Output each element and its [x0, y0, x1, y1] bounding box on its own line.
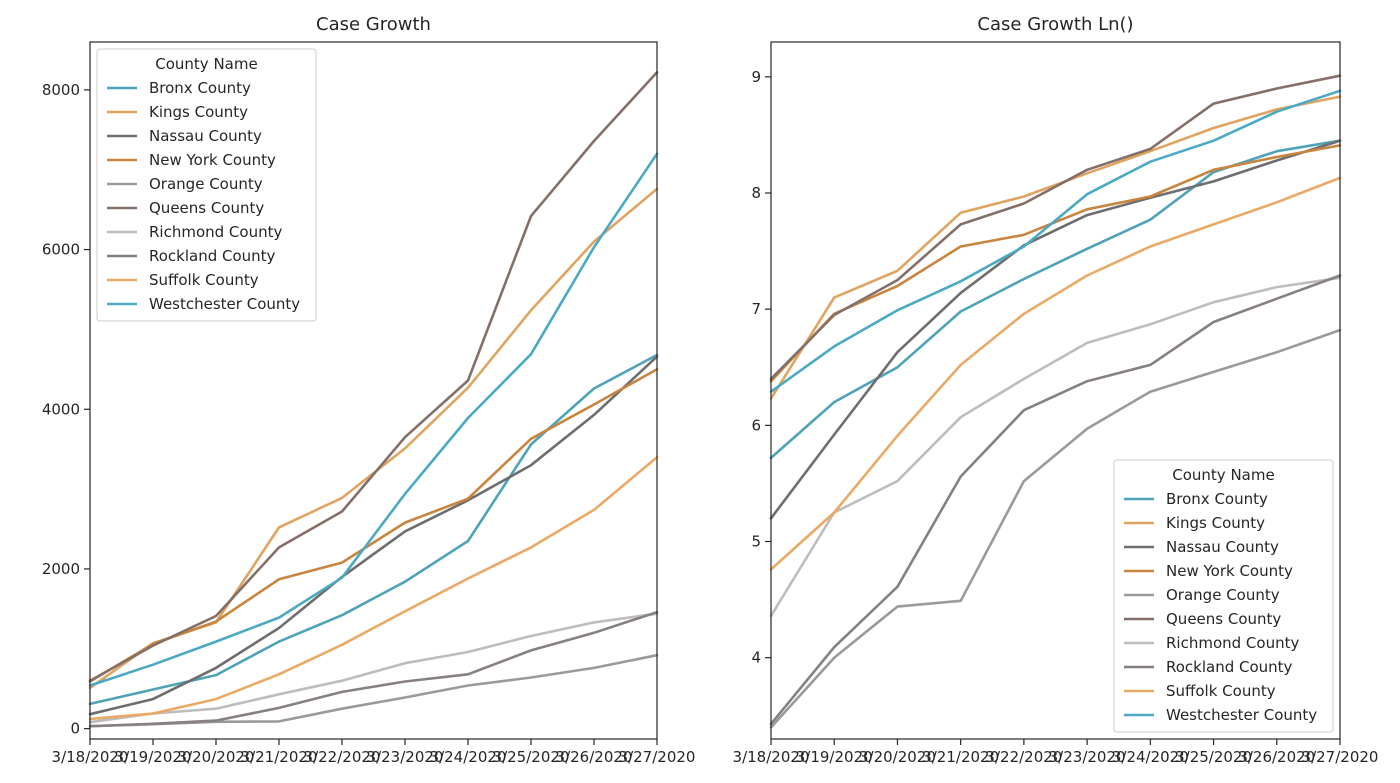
legend-label-kings-county: Kings County — [1166, 514, 1265, 532]
series-line-orange-county — [88, 653, 659, 728]
x-tick-label: 3/19/2020 — [115, 748, 192, 766]
x-tick-label: 3/26/2020 — [1238, 748, 1315, 766]
axes-frame — [770, 41, 1341, 740]
x-tick-label: 3/18/2020 — [52, 748, 129, 766]
legend-box — [1113, 459, 1334, 733]
series-line-westchester-county — [88, 152, 659, 687]
series-line-queens-county — [769, 74, 1342, 381]
chart-panel-2: Case Growth Ln() 4 5 6 7 8 9 3/18/20203/19/2020… — [733, 14, 1379, 766]
y-tick-label: 4000 — [42, 400, 80, 418]
y-tick-label: 0 — [70, 720, 80, 738]
legend-label-bronx-county: Bronx County — [149, 79, 251, 97]
series-line-rockland-county — [769, 274, 1342, 726]
series-group — [769, 74, 1342, 729]
legend-label-rockland-county: Rockland County — [149, 247, 276, 265]
series-line-queens-county — [88, 71, 659, 683]
y-tick-label: 6 — [751, 416, 761, 434]
y-tick-label: 9 — [751, 68, 761, 86]
chart-title: Case Growth Ln() — [977, 14, 1133, 35]
legend-label-kings-county: Kings County — [149, 103, 248, 121]
legend-label-westchester-county: Westchester County — [149, 295, 300, 313]
x-tick-label: 3/21/2020 — [922, 748, 999, 766]
chart-title: Case Growth — [316, 14, 431, 35]
legend-label-orange-county: Orange County — [149, 175, 263, 193]
series-line-nassau-county — [88, 355, 659, 716]
x-tick-label: 3/24/2020 — [430, 748, 507, 766]
series-line-new-york-county — [769, 144, 1342, 383]
x-tick-label: 3/27/2020 — [1302, 748, 1379, 766]
series-line-rockland-county — [88, 610, 659, 728]
x-tick-label: 3/21/2020 — [241, 748, 318, 766]
y-tick-label: 6000 — [42, 241, 80, 259]
x-tick-label: 3/18/2020 — [733, 748, 810, 766]
legend-label-new-york-county: New York County — [1166, 562, 1293, 580]
y-tick-label: 8 — [751, 184, 761, 202]
legend-label-suffolk-county: Suffolk County — [1166, 682, 1276, 700]
legend-title: County Name — [155, 55, 257, 73]
chart-panel-1: Case Growth 0 2000 4000 6000 8000 3/18/20203/1… — [42, 14, 696, 766]
legend-label-rockland-county: Rockland County — [1166, 658, 1293, 676]
x-tick-label: 3/26/2020 — [556, 748, 633, 766]
y-tick-label: 4 — [751, 649, 761, 667]
legend-label-richmond-county: Richmond County — [1166, 634, 1299, 652]
x-tick-label: 3/19/2020 — [796, 748, 873, 766]
y-tick-label: 8000 — [42, 81, 80, 99]
x-tick-label: 3/20/2020 — [859, 748, 936, 766]
legend-label-richmond-county: Richmond County — [149, 223, 282, 241]
series-line-richmond-county — [769, 276, 1342, 618]
series-line-bronx-county — [88, 353, 659, 706]
series-line-orange-county — [769, 328, 1342, 729]
x-tick-label: 3/22/2020 — [304, 748, 381, 766]
legend: County Name Bronx County Kings County Nassa… — [96, 48, 317, 322]
series-line-kings-county — [769, 95, 1342, 400]
legend-label-orange-county: Orange County — [1166, 586, 1280, 604]
series-line-new-york-county — [88, 367, 659, 683]
y-tick-label: 7 — [751, 300, 761, 318]
legend-label-nassau-county: Nassau County — [1166, 538, 1279, 556]
series-line-bronx-county — [769, 139, 1342, 460]
y-tick-label: 2000 — [42, 560, 80, 578]
series-line-suffolk-county — [769, 176, 1342, 571]
legend-title: County Name — [1172, 466, 1274, 484]
legend-label-bronx-county: Bronx County — [1166, 490, 1268, 508]
series-line-nassau-county — [769, 139, 1342, 520]
x-tick-label: 3/25/2020 — [1175, 748, 1252, 766]
x-tick-label: 3/23/2020 — [1049, 748, 1126, 766]
legend: County Name Bronx County Kings County Nassa… — [1113, 459, 1334, 733]
axes-frame — [89, 41, 658, 740]
x-tick-label: 3/22/2020 — [985, 748, 1062, 766]
legend-label-westchester-county: Westchester County — [1166, 706, 1317, 724]
legend-label-queens-county: Queens County — [1166, 610, 1281, 628]
legend-box — [96, 48, 317, 322]
x-tick-label: 3/24/2020 — [1112, 748, 1189, 766]
x-tick-label: 3/25/2020 — [493, 748, 570, 766]
x-tick-label: 3/23/2020 — [367, 748, 444, 766]
y-tick-label: 5 — [751, 533, 761, 551]
legend-label-nassau-county: Nassau County — [149, 127, 262, 145]
series-line-suffolk-county — [88, 455, 659, 721]
legend-label-suffolk-county: Suffolk County — [149, 271, 259, 289]
x-tick-label: 3/27/2020 — [619, 748, 696, 766]
legend-label-new-york-county: New York County — [149, 151, 276, 169]
series-line-richmond-county — [88, 612, 659, 724]
series-group — [88, 71, 659, 728]
series-line-westchester-county — [769, 89, 1342, 394]
x-tick-label: 3/20/2020 — [178, 748, 255, 766]
legend-label-queens-county: Queens County — [149, 199, 264, 217]
